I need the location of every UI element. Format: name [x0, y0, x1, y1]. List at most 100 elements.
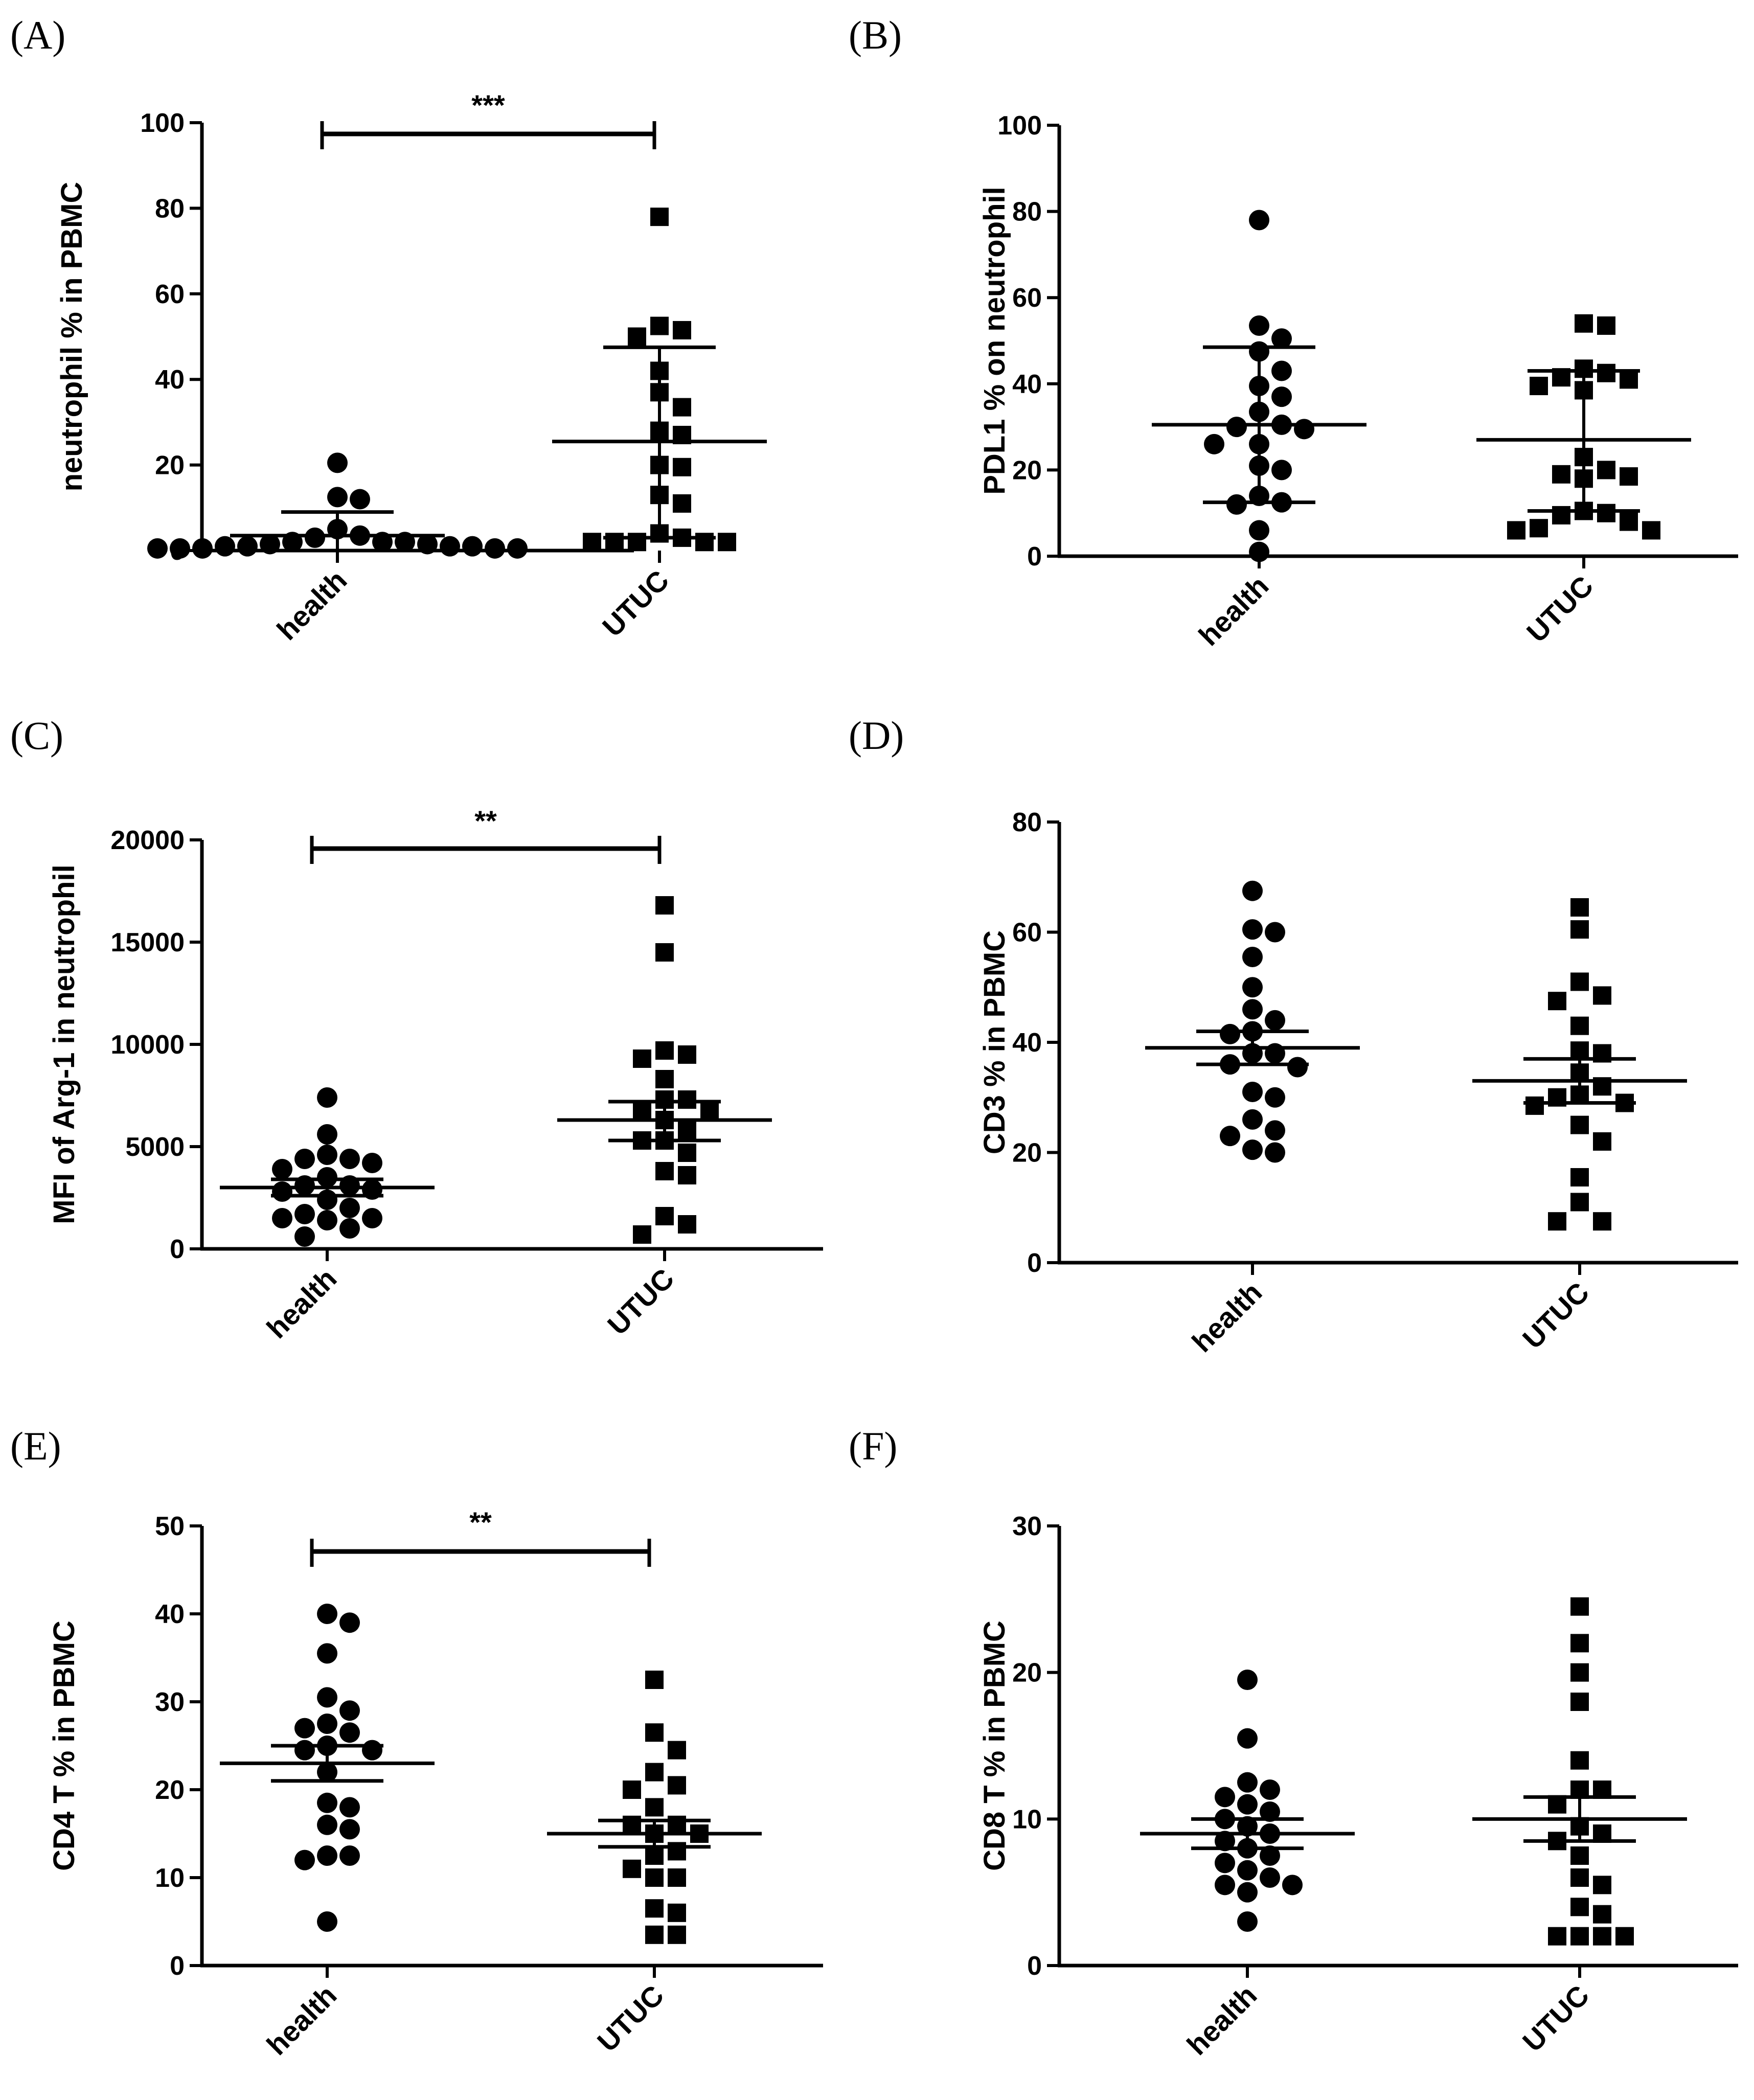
y-tick-label: 0	[1027, 542, 1042, 572]
data-point	[673, 321, 691, 339]
data-point	[1570, 1693, 1589, 1711]
data-point	[1570, 1663, 1589, 1682]
y-tick-label: 20	[1012, 1138, 1042, 1168]
data-point	[1575, 314, 1593, 333]
data-point	[633, 1225, 651, 1244]
y-tick-label: 60	[155, 280, 185, 309]
data-point	[655, 1070, 674, 1088]
data-point	[628, 327, 646, 346]
panel-label-a: (A)	[10, 13, 65, 57]
data-point	[668, 1868, 686, 1887]
y-tick-label: 40	[1012, 370, 1042, 399]
data-point	[1242, 946, 1263, 967]
data-point	[1260, 1867, 1280, 1888]
series-utuc	[1472, 1597, 1687, 1946]
data-point	[350, 489, 370, 510]
data-point	[655, 943, 674, 962]
data-point	[668, 1925, 686, 1944]
data-point	[1242, 1109, 1263, 1130]
data-point	[1242, 977, 1263, 998]
data-point	[294, 1226, 315, 1247]
x-tick-label-health: health	[1186, 1276, 1268, 1358]
data-point	[317, 1845, 337, 1866]
data-point	[1237, 1670, 1258, 1690]
data-point	[1597, 461, 1615, 480]
data-point	[650, 316, 669, 335]
data-point	[1249, 541, 1269, 562]
data-point	[1242, 999, 1263, 1020]
data-point	[628, 533, 646, 552]
y-tick-label: 20	[155, 1775, 185, 1805]
panel-label-c: (C)	[10, 713, 63, 758]
y-tick-label: 80	[1012, 808, 1042, 837]
data-point	[1237, 1772, 1258, 1793]
data-point	[317, 1814, 337, 1835]
data-point	[1237, 1911, 1258, 1932]
series-health	[220, 1604, 435, 1932]
panel-f: (F) 0 10 20 30 CD8 T % in PBMC health UTUC	[849, 1424, 1738, 2061]
data-point	[1249, 315, 1269, 336]
data-point	[327, 487, 348, 508]
data-point	[1271, 460, 1292, 481]
y-tick-label: 20	[155, 451, 185, 481]
data-point	[1282, 1875, 1303, 1896]
data-point	[668, 1741, 686, 1760]
y-tick-label: 60	[1012, 283, 1042, 313]
data-point	[1570, 898, 1589, 917]
data-point	[633, 1049, 651, 1068]
data-point	[1237, 1882, 1258, 1903]
panel-label-e: (E)	[10, 1424, 61, 1468]
data-point	[668, 1903, 686, 1922]
data-point	[294, 1718, 315, 1739]
y-tick-label: 40	[155, 365, 185, 395]
data-point	[678, 1090, 696, 1109]
data-point	[147, 538, 168, 559]
data-point	[215, 536, 235, 557]
data-point	[645, 1671, 664, 1689]
data-point	[1260, 1779, 1280, 1800]
data-point	[1237, 1794, 1258, 1815]
panel-d: (D) 0 20 40 60 80 CD3 % in PBMC health UTUC	[849, 713, 1738, 1358]
data-point	[1265, 1120, 1285, 1141]
data-point	[462, 536, 483, 557]
data-point	[1271, 328, 1292, 349]
data-point	[668, 1842, 686, 1861]
series-health	[220, 1087, 435, 1247]
series-health	[147, 452, 528, 559]
panel-b: (B) 0 20 40 60 80 100 PDL1 % on neutrophil healt…	[849, 13, 1738, 652]
data-point	[1593, 1212, 1611, 1231]
data-point	[678, 1045, 696, 1064]
data-point	[237, 536, 258, 557]
data-point	[678, 1121, 696, 1139]
data-point	[507, 538, 528, 559]
data-point	[317, 1604, 337, 1624]
data-point	[1249, 210, 1269, 231]
data-point	[1265, 1010, 1285, 1031]
data-point	[1249, 520, 1269, 541]
x-tick-label-health: health	[1192, 569, 1274, 652]
data-point	[1570, 1751, 1589, 1770]
data-point	[1620, 512, 1638, 531]
data-point	[1260, 1801, 1280, 1822]
x-tick-label-health: health	[260, 1979, 343, 2061]
y-tick-label: 30	[1012, 1512, 1042, 1541]
data-point	[1620, 370, 1638, 389]
data-point	[1260, 1845, 1280, 1866]
data-point	[1593, 1132, 1611, 1151]
y-tick-label: 20	[1012, 455, 1042, 485]
y-tick-label: 0	[1027, 1248, 1042, 1278]
data-point	[1226, 494, 1247, 515]
series-utuc	[557, 896, 772, 1244]
y-tick-label: 10000	[110, 1030, 185, 1060]
y-tick-label: 60	[1012, 918, 1042, 948]
data-point	[1530, 377, 1548, 396]
panel-e: (E) 0 10 20 30 40 50 CD4 T % in PBMC health UTUC *…	[10, 1424, 823, 2061]
data-point	[645, 1868, 664, 1887]
y-tick-label: 30	[155, 1687, 185, 1717]
data-point	[605, 533, 624, 552]
data-point	[678, 1215, 696, 1234]
significance-label: ***	[471, 89, 505, 121]
data-point	[317, 1145, 337, 1165]
data-point	[695, 533, 714, 552]
data-point	[327, 452, 348, 473]
